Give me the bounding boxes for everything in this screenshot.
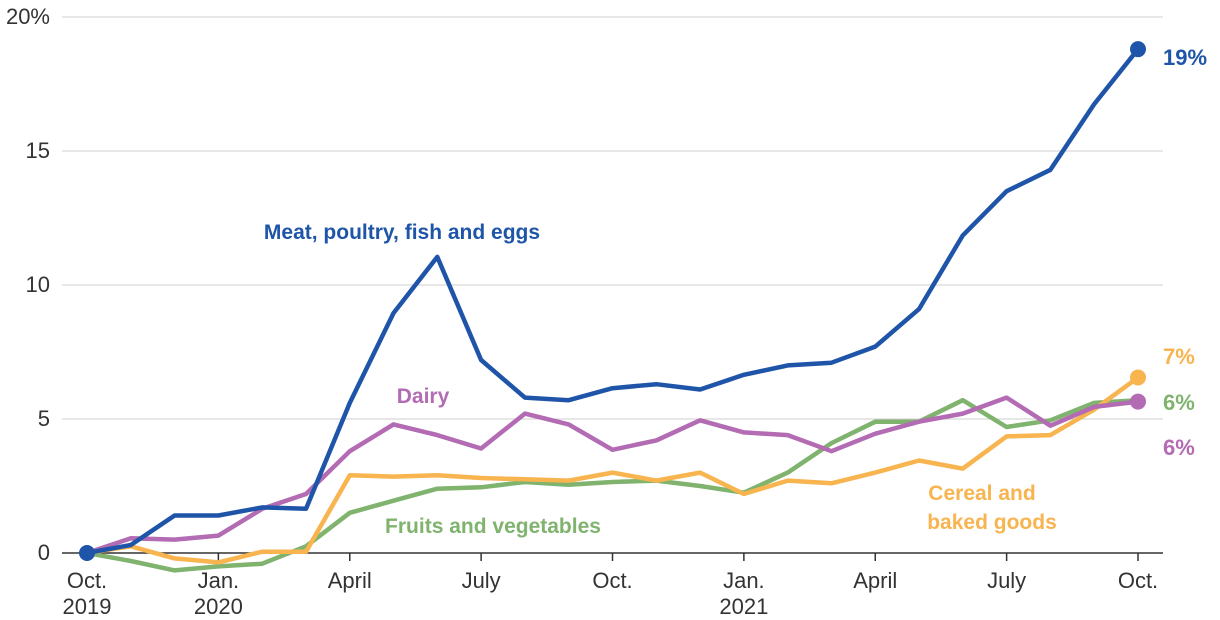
x-tick-label: July bbox=[462, 568, 501, 593]
x-tick-year-label: 2021 bbox=[719, 594, 768, 619]
x-tick-label: Oct. bbox=[1118, 568, 1158, 593]
end-point-cereal bbox=[1130, 369, 1146, 386]
series-label-dairy: Dairy bbox=[397, 385, 450, 408]
x-tick-year-label: 2020 bbox=[194, 594, 243, 619]
series-label-cereal-line2: baked goods bbox=[927, 511, 1057, 534]
y-axis: 0 5 10 15 20% bbox=[6, 4, 50, 565]
x-tick-label: April bbox=[853, 568, 897, 593]
series-lines bbox=[79, 41, 1146, 573]
end-label-meat: 19% bbox=[1163, 45, 1207, 70]
x-tick-label: April bbox=[328, 568, 372, 593]
x-tick-label: July bbox=[987, 568, 1026, 593]
series-line-meat bbox=[84, 46, 1141, 556]
end-label-cereal: 7% bbox=[1163, 344, 1195, 369]
y-tick-label: 5 bbox=[38, 406, 50, 431]
series-label-fruits: Fruits and vegetables bbox=[385, 515, 601, 538]
series-labels: Meat, poultry, fish and eggs Dairy Fruits … bbox=[264, 45, 1207, 538]
series-line-fruits bbox=[84, 397, 1141, 573]
end-label-fruits: 6% bbox=[1163, 390, 1195, 415]
x-tick-label: Jan. bbox=[723, 568, 765, 593]
series-label-meat: Meat, poultry, fish and eggs bbox=[264, 221, 540, 244]
x-tick-label: Oct. bbox=[592, 568, 632, 593]
end-label-dairy: 6% bbox=[1163, 435, 1195, 460]
x-tick-year-label: 2019 bbox=[63, 594, 112, 619]
start-point bbox=[79, 545, 95, 561]
y-tick-label: 10 bbox=[26, 272, 50, 297]
x-tick-label: Oct. bbox=[67, 568, 107, 593]
series-label-cereal-line1: Cereal and bbox=[928, 482, 1035, 505]
x-tick-label: Jan. bbox=[198, 568, 240, 593]
y-tick-label: 0 bbox=[38, 540, 50, 565]
y-tick-label: 15 bbox=[26, 138, 50, 163]
end-point-meat bbox=[1130, 41, 1146, 58]
end-point-dairy bbox=[1130, 393, 1146, 410]
series-line-cereal bbox=[84, 375, 1141, 565]
y-tick-label: 20% bbox=[6, 4, 50, 29]
